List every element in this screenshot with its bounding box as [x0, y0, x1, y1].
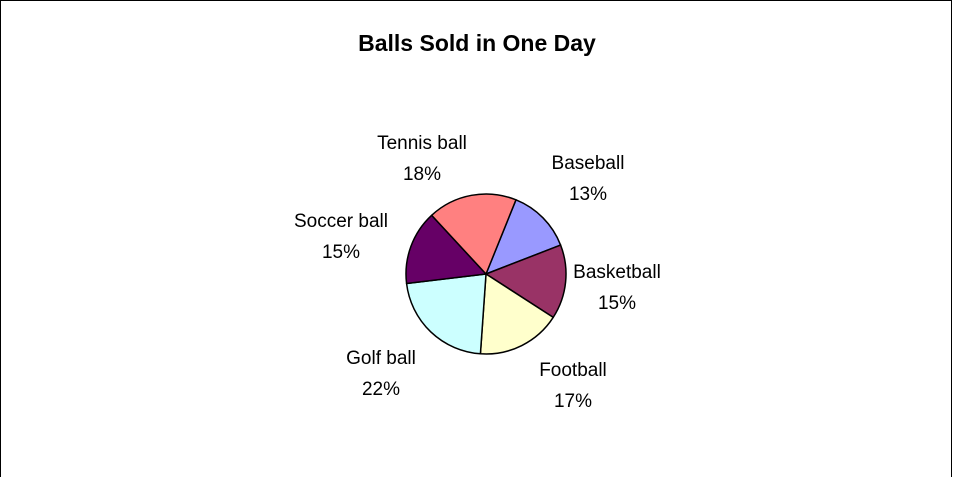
pie-labels: Baseball 13% Basketball 15% Football 17% Golf …: [294, 133, 661, 412]
pie-slice-baseball: [485, 199, 562, 275]
slice-percent-baseball: 13%: [569, 184, 607, 205]
slice-percent-soccer-ball: 15%: [322, 242, 360, 263]
slice-percent-basketball: 15%: [598, 293, 636, 314]
slice-label-basketball: Basketball: [573, 262, 661, 283]
slice-label-golf-ball: Golf ball: [346, 348, 416, 369]
slice-label-football: Football: [539, 360, 607, 381]
slice-percent-football: 17%: [554, 391, 592, 412]
slice-percent-golf-ball: 22%: [362, 379, 400, 400]
pie-slice-golf-ball: [405, 273, 487, 355]
slice-label-tennis-ball: Tennis ball: [377, 133, 467, 154]
pie-slice-football: [479, 273, 554, 355]
pie-slice-soccer-ball: [405, 214, 487, 285]
pie-slice-tennis-ball: [430, 193, 517, 275]
slice-percent-tennis-ball: 18%: [403, 164, 441, 185]
slice-label-baseball: Baseball: [552, 153, 625, 174]
pie-slice-basketball: [485, 244, 567, 319]
pie-slices: [405, 193, 567, 355]
chart-title: Balls Sold in One Day: [358, 30, 596, 56]
slice-label-soccer-ball: Soccer ball: [294, 211, 388, 232]
